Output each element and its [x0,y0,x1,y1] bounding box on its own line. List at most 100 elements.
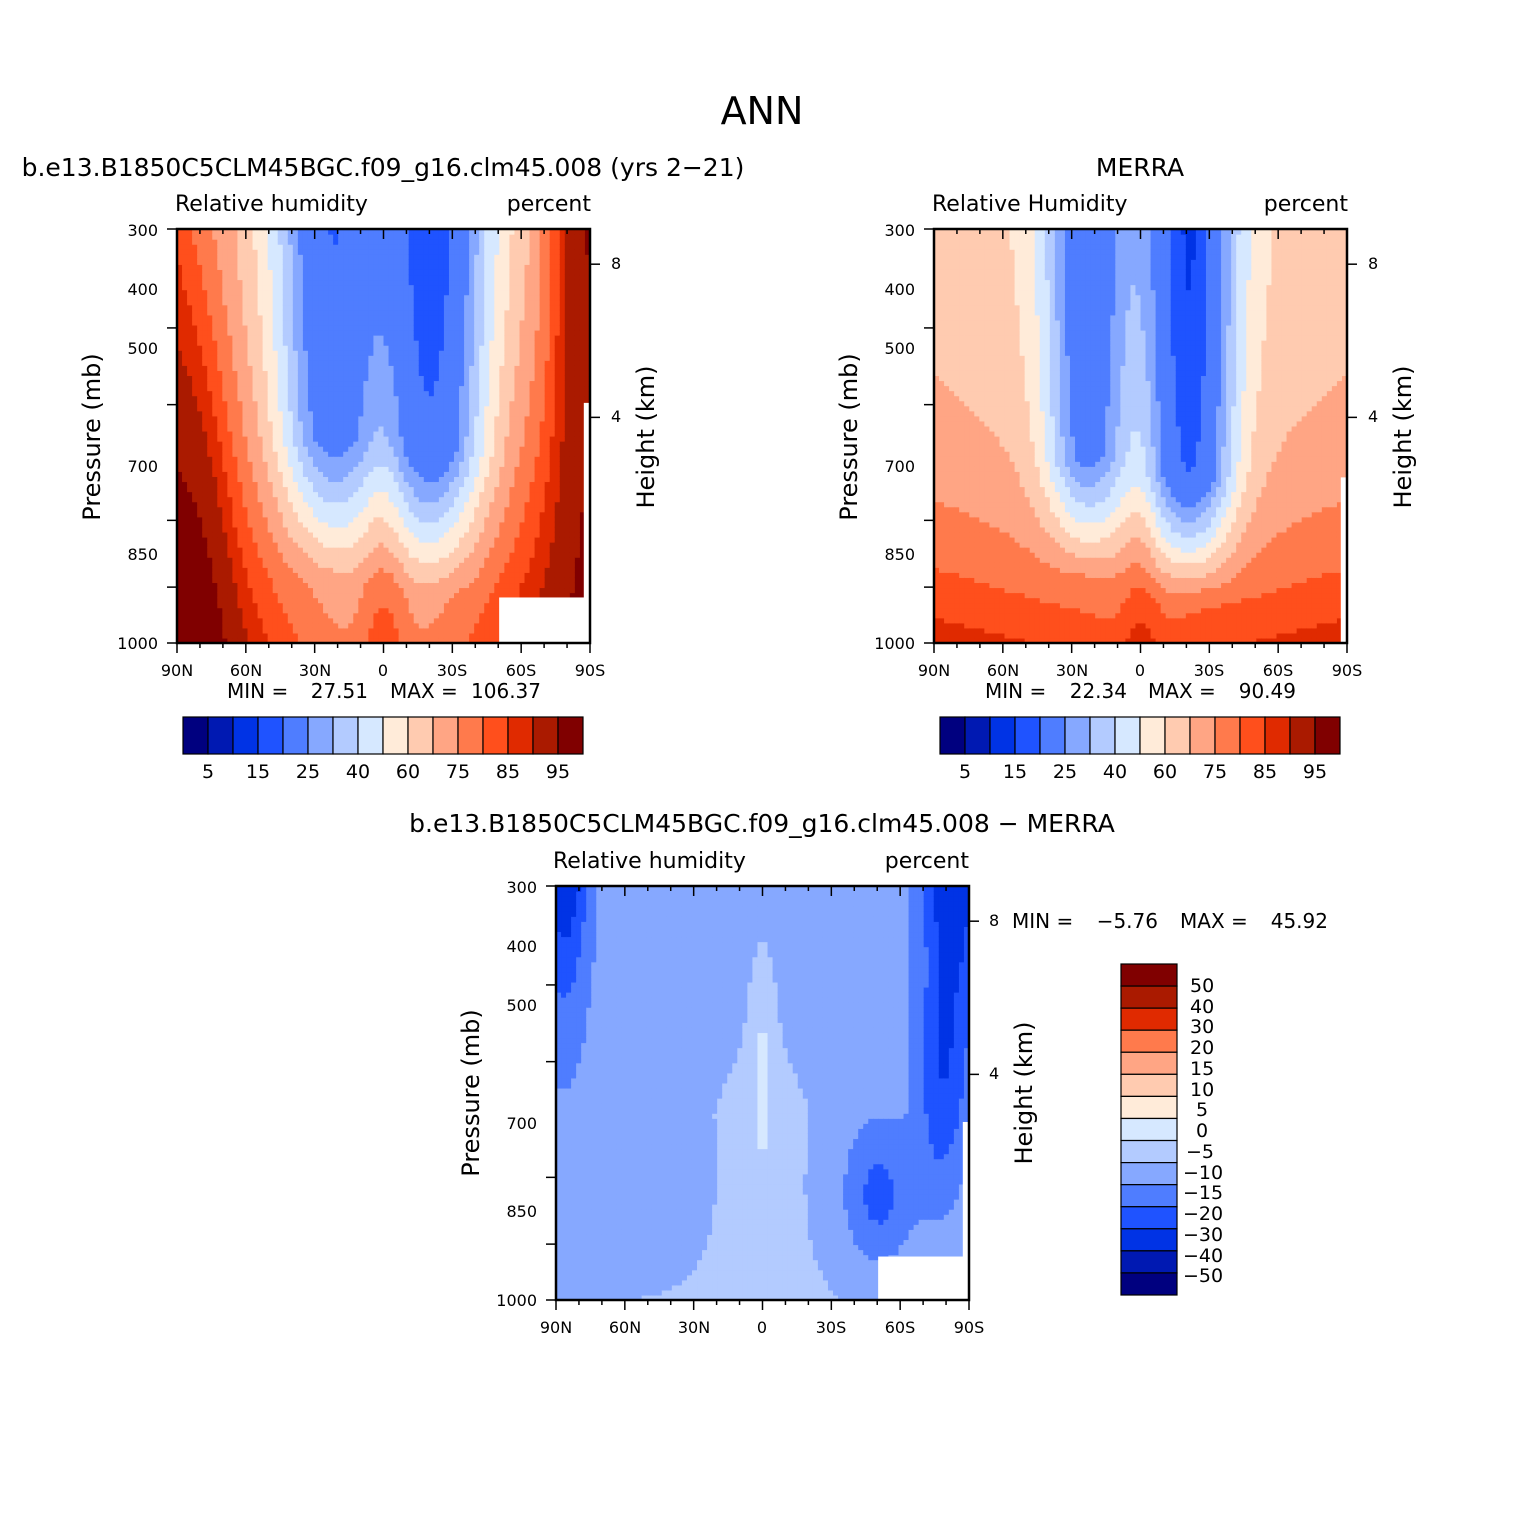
contour-cell [398,370,405,377]
contour-cell [428,491,435,498]
contour-cell [408,451,415,457]
contour-cell [242,451,249,457]
contour-cell [448,572,455,578]
contour-cell [212,400,218,407]
colorbar-label: 95 [1303,761,1327,783]
contour-cell [242,264,249,270]
contour-cell [287,309,294,316]
contour-cell [403,289,410,296]
contour-cell [413,405,420,412]
contour-cell [408,516,415,523]
contour-cell [428,395,435,402]
contour-cell [232,572,239,578]
contour-cell [242,430,249,437]
contour-cell [454,511,460,518]
contour-cell [323,587,329,594]
contour-cell [383,461,390,467]
contour-cell [378,577,385,584]
contour-cell [272,552,279,558]
contour-cell [413,627,420,634]
contour-cell [282,244,289,250]
contour-cell [363,582,369,589]
contour-cell [403,375,410,382]
contour-cell [207,547,213,553]
contour-cell [383,441,390,447]
contour-cell [192,607,198,614]
contour-cell [428,314,435,321]
contour-cell [312,557,319,563]
contour-cell [328,329,334,336]
contour-cell [318,329,324,336]
contour-cell [227,481,234,488]
contour-cell [177,360,183,366]
contour-cell [438,340,445,346]
contour-cell [348,602,354,609]
contour-cell [247,486,254,493]
contour-cell [438,239,445,245]
contour-cell [202,264,208,270]
contour-cell [408,456,415,462]
contour-cell [433,304,440,311]
contour-cell [177,486,183,493]
contour-cell [428,466,435,472]
contour-cell [197,350,203,356]
contour-cell [232,259,239,265]
contour-cell [257,335,264,341]
contour-cell [428,516,435,523]
contour-cell [187,319,193,326]
contour-cell [197,430,203,437]
contour-cell [247,632,254,639]
contour-cell [363,309,369,316]
contour-cell [237,446,244,452]
contour-cell [177,420,183,427]
contour-cell [292,572,299,578]
contour-cell [433,410,440,417]
contour-cell [182,506,188,513]
contour-cell [232,602,239,609]
contour-cell [222,602,228,609]
contour-cell [292,410,299,417]
contour-cell [474,385,480,392]
contour-cell [443,284,450,291]
contour-cell [292,390,299,397]
contour-cell [307,597,314,604]
contour-cell [454,375,460,382]
contour-cell [433,425,440,432]
contour-cell [197,612,203,619]
contour-cell [469,557,475,563]
contour-cell [408,234,415,240]
contour-cell [438,572,445,578]
contour-cell [252,607,259,614]
contour-cell [202,345,208,351]
contour-cell [292,481,299,488]
contour-cell [333,405,339,412]
contour-cell [398,400,405,407]
contour-cell [247,244,254,250]
contour-cell [363,496,369,503]
contour-cell [469,375,475,382]
contour-cell [448,304,455,311]
contour-cell [237,370,244,377]
contour-cell [202,355,208,361]
contour-cell [227,597,234,604]
contour-cell [433,446,440,452]
contour-cell [469,607,475,614]
contour-cell [328,461,334,467]
contour-cell [398,314,405,321]
contour-cell [474,607,480,614]
contour-cell [398,269,405,276]
contour-cell [378,446,385,452]
contour-cell [237,259,244,265]
contour-cell [323,279,329,286]
contour-cell [348,425,354,432]
contour-cell [237,597,244,604]
contour-cell [297,536,304,543]
contour-cell [403,365,410,371]
contour-cell [413,496,420,503]
contour-cell [343,622,349,629]
contour-cell [287,259,294,265]
contour-cell [474,627,480,634]
contour-cell [358,274,364,281]
contour-cell [192,491,198,498]
contour-cell [413,284,420,291]
